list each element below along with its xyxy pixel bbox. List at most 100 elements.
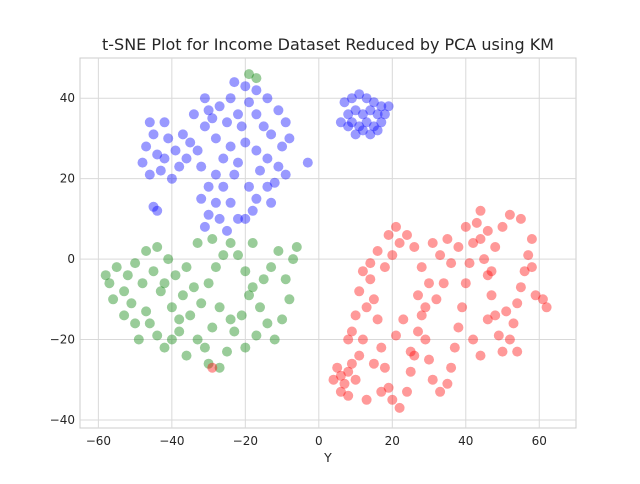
data-point	[475, 234, 486, 244]
data-point	[438, 278, 449, 289]
data-point	[269, 177, 280, 188]
x-tick-label: 0	[315, 434, 323, 448]
data-point	[427, 238, 438, 248]
data-point	[144, 318, 155, 329]
data-point	[471, 217, 482, 228]
data-point	[442, 378, 453, 389]
data-point	[442, 234, 453, 244]
data-point	[266, 197, 277, 208]
data-point	[181, 262, 192, 273]
data-point	[159, 153, 170, 164]
data-point	[247, 282, 258, 293]
data-point	[244, 97, 254, 108]
data-point	[486, 290, 497, 301]
data-point	[409, 350, 420, 361]
data-point	[490, 242, 501, 252]
x-tick-label: −60	[86, 434, 111, 448]
data-point	[280, 169, 291, 180]
data-point	[277, 141, 288, 152]
data-point	[280, 117, 291, 128]
data-point	[144, 117, 155, 128]
data-point	[383, 230, 394, 240]
data-point	[365, 129, 376, 140]
data-point	[537, 294, 548, 305]
data-point	[541, 302, 552, 313]
data-point	[225, 93, 236, 104]
data-point	[159, 117, 170, 128]
data-point	[475, 205, 486, 216]
x-tick-label: 20	[385, 434, 400, 448]
data-point	[357, 125, 368, 136]
data-point	[515, 213, 526, 224]
data-point	[288, 254, 299, 265]
data-point	[350, 310, 361, 321]
data-point	[435, 250, 446, 261]
data-point	[192, 238, 203, 248]
data-point	[203, 358, 214, 369]
data-point	[199, 221, 210, 232]
data-point	[174, 161, 185, 172]
data-point	[368, 97, 379, 108]
data-point	[335, 386, 346, 397]
data-point	[203, 278, 214, 289]
data-point	[468, 238, 479, 248]
data-point	[152, 149, 163, 160]
data-point	[280, 274, 291, 285]
data-point	[210, 169, 221, 180]
data-point	[482, 314, 493, 325]
data-point	[453, 242, 464, 252]
y-tick-label: 40	[60, 91, 75, 105]
data-point	[210, 197, 221, 208]
data-point	[199, 121, 210, 132]
data-point	[328, 374, 339, 385]
data-point	[222, 117, 232, 128]
data-point	[133, 334, 144, 345]
data-point	[501, 306, 512, 317]
data-point	[203, 181, 214, 192]
data-point	[402, 386, 412, 397]
data-point	[251, 330, 262, 341]
data-point	[361, 93, 372, 104]
y-tick-label: 0	[67, 252, 75, 266]
data-point	[361, 394, 372, 405]
data-point	[460, 278, 471, 289]
data-point	[368, 121, 379, 132]
data-point	[255, 302, 265, 313]
data-point	[152, 205, 163, 216]
data-point	[192, 334, 203, 345]
data-point	[266, 129, 277, 140]
grid	[80, 58, 576, 428]
data-point	[464, 258, 475, 269]
data-point	[379, 109, 390, 120]
data-point	[192, 145, 203, 156]
data-point	[435, 386, 446, 397]
data-point	[405, 346, 416, 357]
data-point	[163, 133, 174, 144]
data-point	[163, 254, 174, 265]
data-point	[166, 173, 177, 184]
data-point	[530, 290, 541, 301]
data-point	[244, 290, 254, 301]
data-point	[155, 286, 166, 297]
data-point	[332, 362, 343, 373]
data-point	[262, 318, 273, 329]
data-point	[222, 225, 232, 236]
data-point	[141, 246, 152, 256]
data-point	[207, 113, 218, 124]
data-point	[368, 294, 379, 305]
data-point	[240, 266, 251, 277]
data-point	[391, 221, 401, 232]
data-point	[262, 93, 273, 104]
data-point	[181, 153, 192, 164]
data-point	[255, 165, 265, 176]
data-point	[413, 290, 423, 301]
data-point	[376, 386, 387, 397]
data-point	[376, 342, 387, 353]
data-point	[273, 246, 284, 256]
data-point	[453, 322, 464, 333]
data-point	[424, 354, 434, 365]
data-point	[100, 270, 111, 281]
data-point	[240, 81, 251, 92]
data-point	[339, 97, 350, 108]
